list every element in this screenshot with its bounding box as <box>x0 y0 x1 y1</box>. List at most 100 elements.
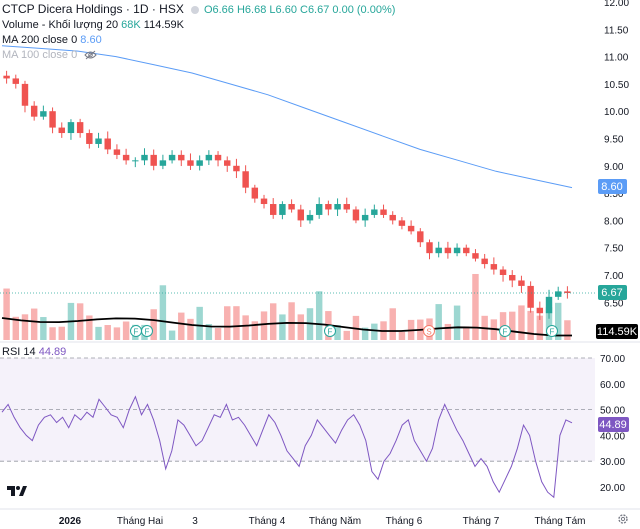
event-marker <box>423 325 435 337</box>
candle-body <box>444 247 452 254</box>
candle-body <box>95 138 102 144</box>
volume-bar <box>122 321 130 340</box>
volume-bar <box>49 327 56 340</box>
volume-bar <box>214 328 222 340</box>
indicator-lines <box>0 45 595 499</box>
time-tick: 3 <box>192 516 198 527</box>
ma200-legend[interactable]: MA 200 close 0 8.60 <box>2 33 102 47</box>
gear-icon[interactable] <box>617 513 629 525</box>
candle-body <box>297 209 305 221</box>
candle-body <box>104 138 111 150</box>
price-axis[interactable]: 6.50 7.00 7.50 8.00 8.50 9.00 9.50 10.00 10.50 11… <box>600 0 629 494</box>
event-marker-label: F <box>503 328 508 337</box>
ohlc-low: L6.60 <box>269 4 297 16</box>
candle-body <box>435 247 442 254</box>
rsi-legend[interactable]: RSI 14 44.89 <box>2 345 66 359</box>
candle-body <box>269 204 277 215</box>
price-tick: 11.00 <box>604 53 629 64</box>
ohlc-open: O6.66 <box>203 4 234 16</box>
price-tick: 7.00 <box>604 271 624 282</box>
candle-body <box>536 307 544 314</box>
volume-ma-line <box>1 317 572 337</box>
rsi-tick: 20.00 <box>600 483 625 494</box>
ma100-legend[interactable]: MA 100 close 0 <box>2 48 97 62</box>
volume-bar <box>21 314 29 340</box>
candle-body <box>159 160 167 166</box>
axis-badges: 8.60 6.67 114.59K 44.89 <box>596 179 638 432</box>
price-tick: 6.50 <box>604 298 624 309</box>
time-axis[interactable]: 2026 Tháng Hai 3 Tháng 4 Tháng Năm Tháng 6 Thá… <box>59 516 586 527</box>
volume-bar <box>536 315 544 340</box>
candle-body <box>407 225 415 232</box>
volume-bar <box>435 304 442 340</box>
candle-body <box>76 122 84 134</box>
symbol-legend[interactable]: CTCP Dicera Holdings · 1D · HSX O6.66 H6… <box>2 2 395 17</box>
volume-bar <box>58 326 65 340</box>
event-marker <box>499 325 511 337</box>
eye-off-icon[interactable] <box>84 50 97 60</box>
candle-body <box>343 204 350 210</box>
volume-bar <box>518 305 525 340</box>
candle-body <box>361 214 369 221</box>
candle-body <box>417 231 424 243</box>
volume-bar <box>343 330 350 340</box>
rsi-tick: 30.00 <box>600 457 625 468</box>
ma200-label: MA 200 close 0 <box>2 34 78 46</box>
volume-bar <box>3 288 10 340</box>
volume-legend[interactable]: Volume - Khối lượng 20 68K 114.59K <box>2 18 184 32</box>
price-tick: 7.50 <box>604 244 624 255</box>
time-tick: Tháng Tám <box>535 516 586 527</box>
volume-bar <box>279 314 286 340</box>
volume-bar <box>371 323 378 340</box>
candle-body <box>30 105 38 117</box>
volume-bar <box>545 307 553 340</box>
symbol-title: CTCP Dicera Holdings · 1D · HSX <box>2 2 184 16</box>
price-tick: 12.00 <box>604 0 629 9</box>
rsi-tick: 60.00 <box>600 380 625 391</box>
ohlc-close: C6.67 <box>300 4 330 16</box>
volume-bar <box>453 305 461 340</box>
volume-bar <box>113 327 121 340</box>
time-tick: Tháng 7 <box>463 516 500 527</box>
candle-body <box>352 209 360 221</box>
candle-body <box>67 122 75 134</box>
rsi-tick: 70.00 <box>600 354 625 365</box>
rsi-tick: 40.00 <box>600 431 625 442</box>
candle-body <box>564 291 571 294</box>
time-tick: Tháng 6 <box>386 516 423 527</box>
volume-bar <box>187 318 194 340</box>
candle-body <box>499 269 507 275</box>
candle-body <box>554 291 562 297</box>
volume-label: Volume - Khối lượng 20 <box>2 19 119 31</box>
volume-bars <box>3 273 571 340</box>
volume-bar <box>233 306 240 340</box>
volume-bar <box>554 302 562 340</box>
volume-bar <box>444 323 452 340</box>
candle-body <box>113 149 121 155</box>
candle-body <box>279 204 286 215</box>
candle-body <box>490 264 498 270</box>
volume-bar <box>12 316 20 340</box>
price-tick: 11.50 <box>604 25 629 36</box>
candle-body <box>453 247 461 254</box>
tradingview-logo[interactable] <box>6 484 28 498</box>
volume-bar <box>196 306 203 340</box>
candle-body <box>481 258 488 265</box>
time-tick: Tháng Năm <box>309 516 361 527</box>
candle-body <box>233 165 240 172</box>
volume-bar <box>527 310 534 340</box>
volume-bar <box>269 303 277 340</box>
volume-bar <box>150 309 157 340</box>
candle-body <box>426 242 433 254</box>
volume-bar <box>564 320 571 340</box>
event-marker <box>324 325 336 337</box>
volume-bar <box>168 330 176 340</box>
candle-body <box>509 275 516 281</box>
last-price-badge: 6.67 <box>601 287 622 299</box>
time-tick: 2026 <box>59 516 82 527</box>
ma100-label: MA 100 close 0 <box>2 49 78 61</box>
candle-body <box>251 187 259 199</box>
ma200-line <box>1 45 573 189</box>
